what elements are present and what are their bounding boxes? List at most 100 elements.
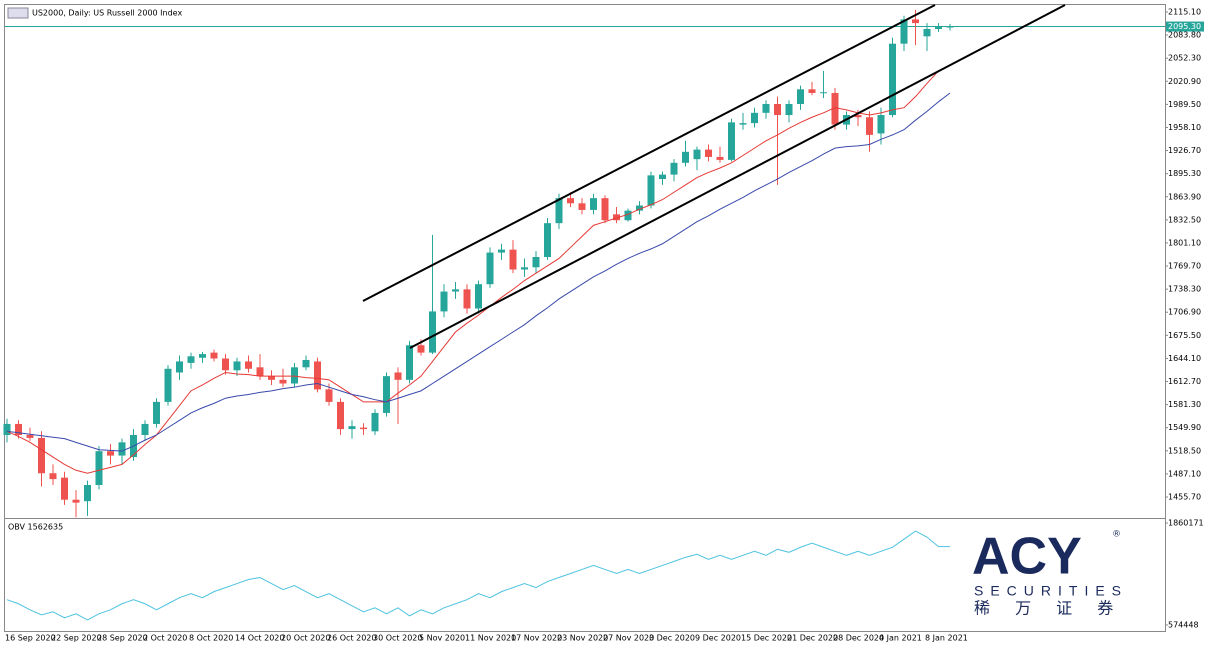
candle-body [498,249,505,253]
candle-body [15,423,22,435]
candle-body [222,358,229,371]
candle-body [176,361,183,373]
candle-body [935,26,942,29]
y-tick-label: 1581.30 [1168,400,1201,409]
x-tick-label: 20 Oct 2020 [281,634,330,643]
x-tick-label: 4 Jan 2021 [879,634,922,643]
y-tick-label: 1926.70 [1168,146,1201,155]
x-tick-label: 22 Sep 2020 [51,634,102,643]
candle-body [118,442,126,456]
candle-body [486,252,494,285]
candle-body [107,451,114,456]
candle-body [544,223,551,257]
candle-body [360,427,367,430]
candle-body [705,149,712,157]
candle-body [659,174,666,180]
candle-body [187,356,195,363]
obv-line [6,530,950,621]
candle-body [578,203,586,210]
y-tick-label: 1989.50 [1168,100,1201,109]
moving-average-line [6,70,939,474]
candle-body [900,19,908,44]
x-tick-label: 5 Nov 2020 [419,634,465,643]
logo-registered: ® [1112,530,1121,540]
plot-frame [4,4,1166,632]
candle-body [912,19,919,24]
candle-body [636,205,643,211]
x-tick-label: 8 Oct 2020 [189,634,233,643]
candle-body [371,412,379,432]
candle-body [601,198,609,221]
candle-body [682,151,689,163]
candle-body [647,175,655,206]
x-tick-label: 16 Sep 2020 [5,634,56,643]
y-tick-label: 1863.90 [1168,192,1201,201]
candle-body [61,477,68,500]
candle-body [210,352,218,359]
x-tick-label: 17 Nov 2020 [511,634,562,643]
candle-body [762,104,770,113]
y-tick-label: 1675.50 [1168,331,1201,340]
y-tick-label: 2052.30 [1168,54,1201,63]
candle-body [590,198,597,210]
x-tick-label: 21 Dec 2020 [787,634,838,643]
candle-body [463,289,471,309]
candle-body [26,434,34,438]
candle-body [291,367,298,384]
x-tick-label: 23 Nov 2020 [557,634,608,643]
candle-body [889,43,896,116]
candle-body [831,92,839,125]
x-tick-label: 27 Nov 2020 [603,634,654,643]
y-tick-label: 1549.90 [1168,423,1201,432]
x-tick-label: 28 Sep 2020 [97,634,148,643]
candle-body [314,361,321,390]
candle-body [555,198,563,224]
candle-body [38,437,45,474]
obv-title: OBV 1562635 [8,523,63,532]
y-tick-label: 1832.50 [1168,215,1201,224]
candle-body [808,89,816,93]
chart-title: US2000, Daily: US Russell 2000 Index [32,9,182,18]
candle-body [440,291,448,312]
candle-body [532,256,540,268]
y-tick-label: 1455.70 [1168,492,1201,501]
candle-body [279,379,287,384]
x-tick-label: 14 Oct 2020 [235,634,284,643]
y-tick-label: 1612.70 [1168,377,1201,386]
candle-body [233,361,241,371]
candle-body [693,149,701,160]
candle-body [751,112,758,124]
candle-body [509,249,517,270]
x-tick-label: 30 Oct 2020 [373,634,422,643]
candle-body [716,156,724,160]
plot-area: 2115.10 2083.80 2052.30 2020.90 1989.50 1958.… [3,7,1204,643]
candle-body [141,423,149,435]
candle-body [268,376,275,380]
y-tick-label: 2020.90 [1168,77,1201,86]
candle-body [521,267,528,270]
candle-body [739,123,747,125]
x-tick-label: 9 Dec 2020 [695,634,741,643]
candle-body [866,117,873,135]
candle-body [72,499,80,503]
candle-body [164,368,172,402]
moving-average-line [6,92,951,452]
candle-body [337,401,344,430]
symbol-icon [7,7,29,19]
candle-body [3,423,11,435]
y-tick-label: 574448 [1168,620,1199,629]
candle-body [624,210,632,221]
y-tick-label: 1860171 [1168,519,1204,528]
logo-sub: SECURITIES [974,583,1128,599]
candle-body [84,485,91,502]
y-tick-label: 1706.90 [1168,308,1201,317]
candle-body [302,359,310,368]
candle-body [49,473,57,480]
last-price-box [1166,21,1204,32]
x-tick-label: 15 Dec 2020 [741,634,792,643]
logo-brand: ACY [972,528,1082,586]
candle-body [613,214,620,221]
y-tick-label: 1958.10 [1168,123,1201,132]
y-tick-label: 2115.10 [1168,7,1201,16]
